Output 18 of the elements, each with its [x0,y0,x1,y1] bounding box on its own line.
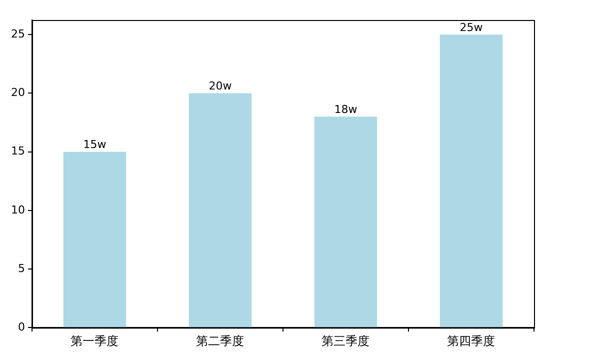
bar [63,152,126,328]
x-tick-label: 第二季度 [196,334,244,348]
x-tick-label: 第四季度 [447,334,496,348]
y-tick-label: 15 [10,144,25,158]
data-label: 18w [334,103,358,116]
data-label: 15w [83,138,106,152]
y-tick-label: 0 [18,320,25,334]
x-tick-label: 第一季度 [70,334,119,348]
data-label: 25w [460,21,483,34]
x-tick-label: 第三季度 [322,334,370,348]
bar [188,93,252,328]
y-tick-label: 10 [10,203,25,216]
y-tick-label: 5 [18,262,25,275]
bar [440,34,503,328]
bar [314,116,378,328]
data-label: 20w [208,80,232,93]
y-tick-label: 25 [10,28,25,41]
y-tick-label: 20 [10,86,25,100]
